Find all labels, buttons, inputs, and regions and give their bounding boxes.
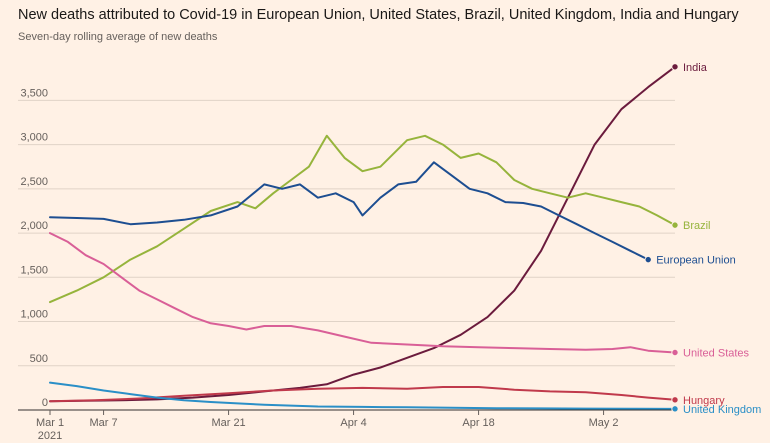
series-label-european-union: European Union (656, 255, 736, 267)
series-line-european-union (49, 161, 650, 261)
series-label-brazil: Brazil (683, 220, 711, 232)
series-line-hungary (49, 386, 676, 403)
y-tick-label: 2,000 (20, 220, 48, 232)
series-label-united-kingdom: United Kingdom (683, 404, 761, 416)
series-label-india: India (683, 62, 708, 74)
x-tick-label: Apr 4 (340, 417, 366, 429)
axes: 0 500 1,000 1,500 2,000 2,500 3,000 3,500 Mar 12… (18, 87, 675, 442)
series-end-dot-brazil (671, 221, 679, 229)
series-line-united-kingdom (49, 381, 676, 410)
series-lines (49, 65, 676, 410)
series-end-dot-hungary (671, 396, 679, 404)
y-tick-label: 0 (42, 397, 48, 409)
series-end-labels: India Brazil European Union United States Hu… (644, 62, 761, 416)
chart-subtitle: Seven-day rolling average of new deaths (18, 31, 218, 43)
series-end-dot-india (671, 63, 679, 71)
series-end-dot-united-kingdom (671, 405, 679, 413)
y-tick-label: 1,500 (20, 264, 48, 276)
y-tick-label: 3,500 (20, 87, 48, 99)
x-tick-label: Mar 21 (211, 417, 245, 429)
chart-title: New deaths attributed to Covid-19 in Eur… (18, 7, 739, 23)
x-tick-sublabel: 2021 (38, 430, 62, 442)
x-tick-label: Apr 18 (462, 417, 494, 429)
series-line-united-states (49, 232, 676, 354)
series-line-india (49, 65, 676, 403)
series-line-brazil (49, 134, 676, 304)
x-tick-label: Mar 1 (36, 417, 64, 429)
series-end-dot-united-states (671, 348, 679, 357)
series-end-dot-european-union (644, 255, 652, 264)
y-tick-label: 3,000 (20, 132, 48, 144)
x-tick-label: May 2 (589, 417, 619, 429)
series-label-united-states: United States (683, 348, 750, 360)
x-tick-label: Mar 7 (90, 417, 118, 429)
y-tick-label: 500 (30, 353, 48, 365)
gridlines (18, 99, 675, 367)
series-label-hungary: Hungary (683, 395, 725, 407)
y-tick-label: 1,000 (20, 309, 48, 321)
y-tick-label: 2,500 (20, 176, 48, 188)
